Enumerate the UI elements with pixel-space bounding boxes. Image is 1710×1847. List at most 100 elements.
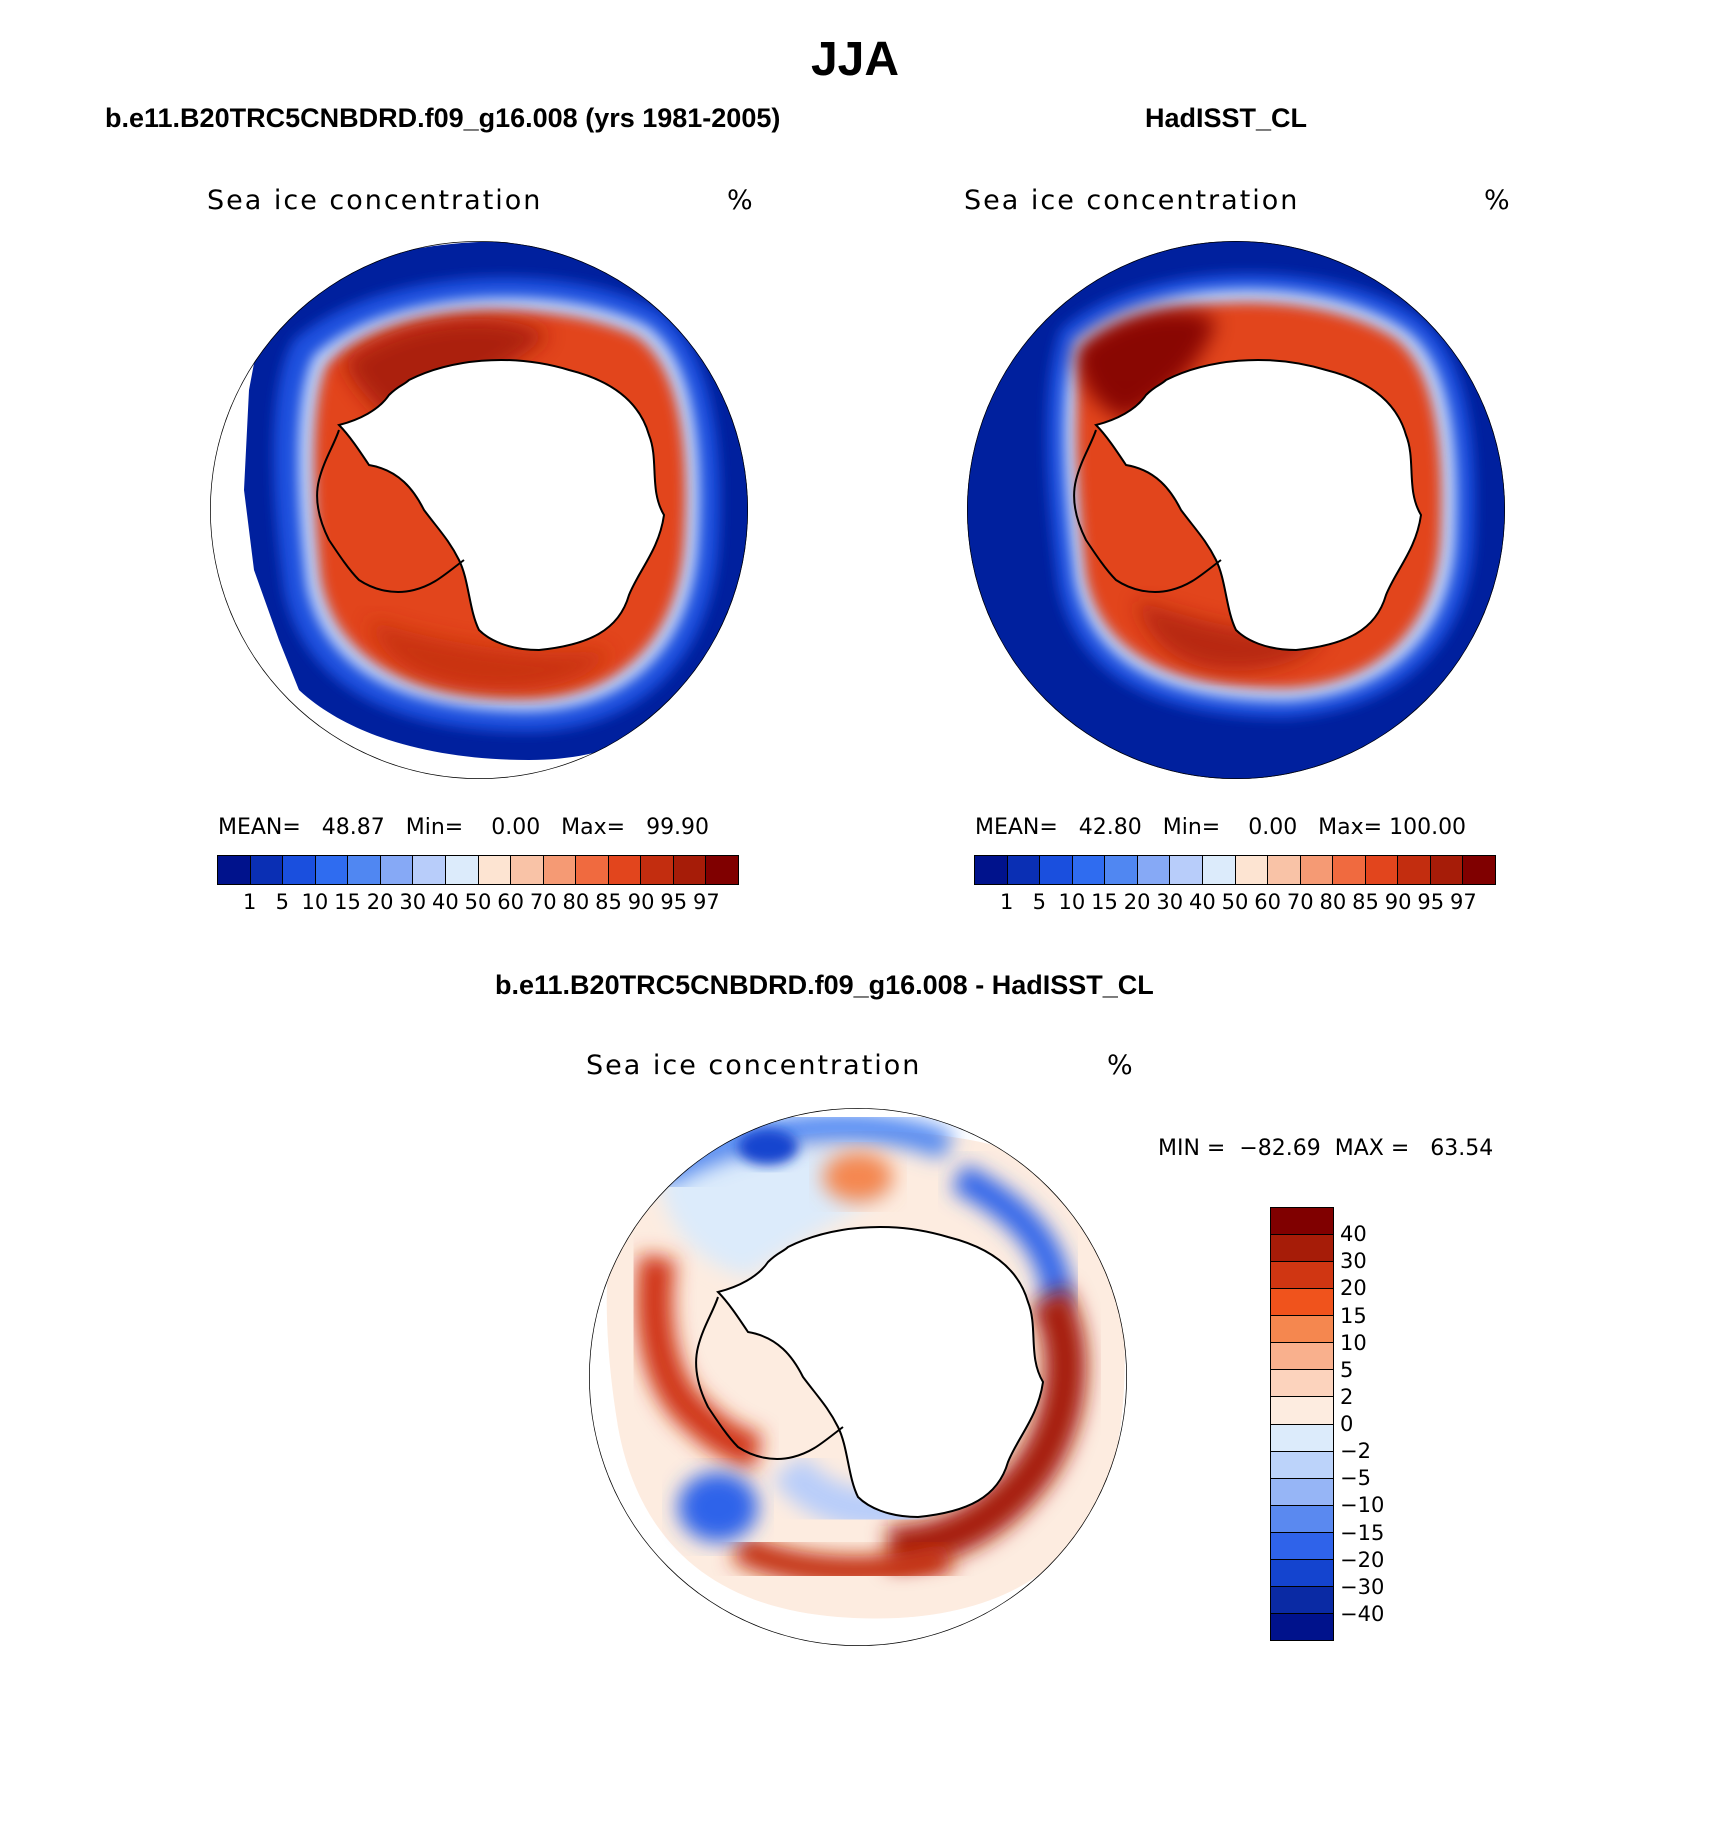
panel1-colorbar-box: [218, 856, 251, 884]
panel2-colorbar-tick-label: 1: [999, 890, 1014, 914]
panel1-colorbar-tick-label: 20: [366, 890, 394, 914]
panel2-colorbar: [974, 855, 1496, 885]
panel3-colorbar-box: [1271, 1262, 1333, 1290]
panel3-colorbar-box: [1271, 1586, 1333, 1614]
panel1-colorbar-tick-label: 1: [242, 890, 257, 914]
panel2-colorbar-box: [1398, 856, 1431, 884]
panel2-map: [967, 241, 1505, 779]
panel1-colorbar-box: [673, 856, 707, 884]
panel3-colorbar-box: [1271, 1424, 1333, 1452]
panel3-map: [589, 1108, 1127, 1646]
panel2-colorbar-box: [1430, 856, 1464, 884]
panel1-colorbar-box: [445, 856, 479, 884]
panel1-colorbar-tick-label: 30: [399, 890, 427, 914]
panel3-colorbar-box: [1271, 1316, 1333, 1344]
panel3-colorbar-tick-label: −10: [1340, 1493, 1385, 1518]
panel3-colorbar-box: [1271, 1532, 1333, 1560]
panel3-units-label: %: [1107, 1050, 1135, 1081]
panel3-title: b.e11.B20TRC5CNBDRD.f09_g16.008 - HadISS…: [495, 970, 1154, 1000]
panel3-colorbar-tick-label: 40: [1340, 1222, 1367, 1247]
panel1-colorbar-box: [478, 856, 512, 884]
panel2-title: HadISST_CL: [1145, 103, 1308, 133]
panel2-colorbar-ticks: 1 5 10 15 20 30 40 50 60 70 80 85 90 95 97: [974, 890, 1496, 920]
panel1-colorbar-box: [608, 856, 642, 884]
panel2-colorbar-tick-label: 5: [1032, 890, 1046, 914]
panel3-colorbar-tick-label: −20: [1340, 1547, 1385, 1572]
panel1-antarctica: [337, 358, 666, 652]
panel2-colorbar-box: [1463, 856, 1495, 884]
panel2-colorbar-tick-label: 90: [1384, 890, 1412, 914]
panel3-colorbar-box: [1271, 1208, 1333, 1236]
panel1-stats: MEAN= 48.87 Min= 0.00 Max= 99.90: [218, 815, 710, 840]
panel3-colorbar-box: [1271, 1397, 1333, 1425]
panel1-colorbar-tick-label: 10: [301, 890, 329, 914]
panel2-colorbar-box: [975, 856, 1008, 884]
panel3-colorbar-tick-label: −15: [1340, 1520, 1385, 1545]
panel3-colorbar-tick-label: 5: [1340, 1357, 1354, 1382]
panel3-colorbar-tick-label: 15: [1340, 1303, 1367, 1328]
panel1-colorbar-box: [348, 856, 381, 884]
panel1-colorbar-tick-label: 85: [595, 890, 622, 914]
panel1-colorbar-box: [576, 856, 609, 884]
panel3-colorbar-tick-label: −2: [1340, 1439, 1371, 1464]
panel1-colorbar-tick-label: 70: [529, 890, 557, 914]
panel3-stats: MIN = −82.69 MAX = 63.54: [1158, 1136, 1494, 1161]
panel1-units-label: %: [727, 185, 755, 216]
panel2-colorbar-tick-label: 10: [1058, 890, 1086, 914]
panel1-colorbar-tick-label: 97: [693, 890, 720, 914]
panel3-colorbar-tick-label: −5: [1340, 1466, 1371, 1491]
figure-title: JJA: [810, 33, 900, 86]
panel1-colorbar-box: [706, 856, 738, 884]
panel3-colorbar-box: [1271, 1235, 1333, 1263]
panel2-colorbar-box: [1040, 856, 1073, 884]
panel1-colorbar-box: [413, 856, 446, 884]
panel2-colorbar-tick-label: 80: [1319, 890, 1347, 914]
panel2-colorbar-box: [1170, 856, 1203, 884]
panel2-colorbar-tick-label: 15: [1091, 890, 1118, 914]
panel3-colorbar-box: [1271, 1559, 1333, 1587]
panel2-units-label: %: [1484, 185, 1512, 216]
panel2-antarctica: [1094, 358, 1423, 652]
panel1-colorbar-box: [250, 856, 284, 884]
panel2-colorbar-box: [1007, 856, 1041, 884]
panel1-variable-label: Sea ice concentration: [207, 185, 543, 216]
panel3-colorbar-tick-label: −30: [1340, 1574, 1385, 1599]
panel2-colorbar-tick-label: 30: [1156, 890, 1184, 914]
panel3-colorbar-box: [1271, 1505, 1333, 1533]
panel1-colorbar-box: [315, 856, 349, 884]
panel1-colorbar-tick-label: 40: [432, 890, 459, 914]
panel1-colorbar-box: [283, 856, 316, 884]
panel2-colorbar-tick-label: 60: [1254, 890, 1281, 914]
panel1-colorbar-tick-label: 90: [627, 890, 655, 914]
panel3-colorbar-box: [1271, 1451, 1333, 1479]
panel2-colorbar-box: [1202, 856, 1236, 884]
panel3-colorbar: [1270, 1207, 1334, 1641]
panel3-colorbar-tick-label: 2: [1340, 1384, 1354, 1409]
panel2-colorbar-box: [1333, 856, 1366, 884]
panel3-colorbar-tick-label: −40: [1340, 1601, 1385, 1626]
panel3-colorbar-box: [1271, 1343, 1333, 1371]
panel1-colorbar-tick-label: 15: [334, 890, 361, 914]
panel3-colorbar-ticks: 40 30 20 15 10 5 2 0 −2 −5 −10 −15 −20 −30 −40: [1340, 1207, 1420, 1641]
panel2-colorbar-box: [1268, 856, 1301, 884]
panel1-colorbar-box: [641, 856, 674, 884]
panel1-colorbar-tick-label: 60: [497, 890, 524, 914]
panel2-colorbar-box: [1300, 856, 1334, 884]
panel1-title: b.e11.B20TRC5CNBDRD.f09_g16.008 (yrs 198…: [105, 103, 781, 133]
panel3-colorbar-tick-label: 10: [1340, 1330, 1367, 1355]
panel2-colorbar-box: [1072, 856, 1106, 884]
panel1-colorbar-ticks: 1 5 10 15 20 30 40 50 60 70 80 85 90 95 97: [217, 890, 739, 920]
panel2-colorbar-tick-label: 20: [1123, 890, 1151, 914]
panel2-colorbar-box: [1365, 856, 1399, 884]
panel2-colorbar-tick-label: 97: [1450, 890, 1477, 914]
panel3-colorbar-box: [1271, 1289, 1333, 1317]
panel1-colorbar-tick-label: 50: [464, 890, 492, 914]
panel3-colorbar-tick-label: 30: [1340, 1249, 1367, 1274]
panel3-variable-label: Sea ice concentration: [586, 1050, 922, 1081]
panel1-colorbar-box: [511, 856, 544, 884]
panel2-variable-label: Sea ice concentration: [964, 185, 1300, 216]
panel2-colorbar-box: [1235, 856, 1269, 884]
panel3-antarctica: [716, 1225, 1045, 1519]
panel3-colorbar-box: [1271, 1478, 1333, 1506]
panel1-colorbar-tick-label: 95: [660, 890, 688, 914]
